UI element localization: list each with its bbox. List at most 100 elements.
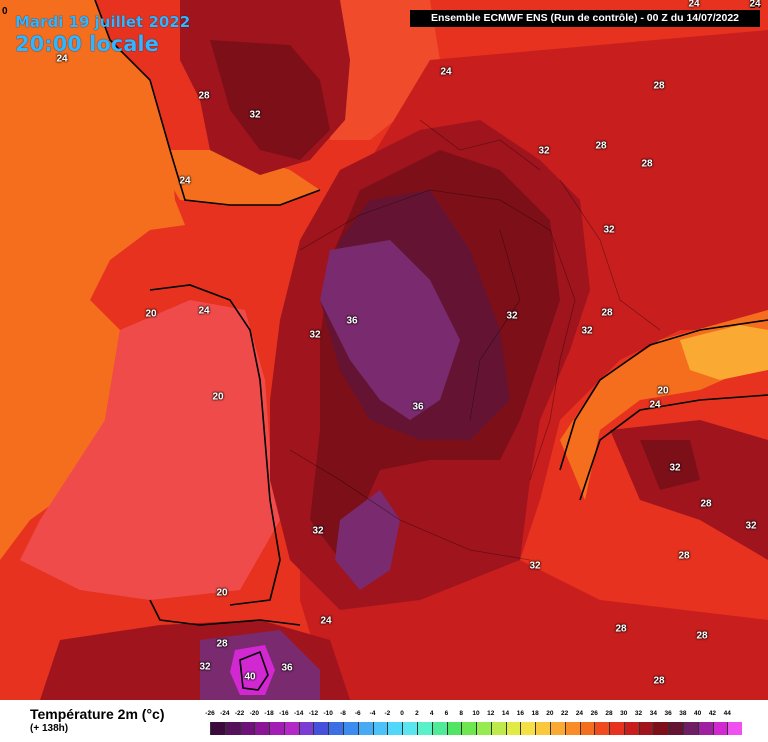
scale-tick-label: 42 — [708, 710, 717, 717]
isotherm-label: 32 — [529, 560, 541, 572]
isotherm-label: 24 — [649, 399, 661, 411]
scale-swatch — [505, 722, 521, 735]
scale-tick-label: -26 — [205, 710, 215, 717]
scale-tick-label: -18 — [264, 710, 274, 717]
scale-swatch — [653, 722, 669, 735]
scale-tick-label: -8 — [340, 710, 346, 717]
corner-label-left: 0 — [2, 6, 8, 17]
scale-tick-label: 28 — [605, 710, 613, 717]
scale-tick-label: -14 — [293, 710, 304, 717]
corner-label-right: 24 — [750, 0, 762, 11]
isotherm-label: 24 — [749, 0, 761, 10]
scale-tick-label: -4 — [369, 710, 376, 717]
coastlines — [94, 0, 768, 691]
scale-tick-label: -6 — [354, 710, 361, 717]
isotherm-label: 32 — [309, 329, 321, 341]
scale-tick-label: 8 — [459, 710, 464, 717]
scale-swatch — [476, 722, 491, 735]
isotherm-label: 32 — [745, 520, 757, 532]
isotherm-label: 20 — [657, 385, 669, 397]
scale-tick-label: 20 — [546, 710, 554, 717]
alps-yellow — [680, 325, 768, 380]
scale-swatch — [623, 722, 639, 735]
isotherm-label: 24 — [320, 615, 332, 627]
scale-swatch — [609, 722, 624, 735]
scale-tick-label: 0 — [400, 710, 404, 717]
scale-swatch — [387, 722, 403, 735]
scale-tick-label: 34 — [649, 710, 657, 717]
temperature-map: Mardi 19 juillet 2022 20:00 locale Ensem… — [0, 0, 768, 700]
scale-swatch — [239, 722, 255, 735]
scale-swatch — [535, 722, 550, 735]
scale-swatch — [313, 722, 329, 735]
scale-swatch — [283, 722, 299, 735]
scale-tick-label: 14 — [501, 710, 510, 717]
isotherm-label: 28 — [601, 307, 613, 319]
scale-swatch — [446, 722, 462, 735]
legend-footer — [0, 700, 768, 742]
isotherm-label: 28 — [216, 638, 228, 650]
scale-tick-label: 4 — [429, 710, 434, 717]
isotherm-label: 28 — [615, 623, 627, 635]
color-scale-bar — [210, 722, 743, 735]
scale-tick-label: 18 — [531, 710, 539, 717]
scale-swatch — [712, 722, 728, 735]
scale-swatch — [402, 722, 417, 735]
isotherm-label: 32 — [249, 109, 261, 121]
isotherm-label: 32 — [506, 310, 518, 322]
scale-swatch — [298, 722, 314, 735]
italy-34 — [640, 440, 700, 490]
scale-tick-label: 44 — [723, 710, 731, 717]
scale-swatch — [210, 722, 225, 735]
scale-tick-label: -2 — [384, 710, 391, 717]
scale-tick-label: 24 — [575, 710, 584, 717]
scale-tick-label: 10 — [472, 710, 480, 717]
scale-tick-label: -24 — [220, 710, 230, 717]
isotherm-label: 24 — [688, 0, 700, 10]
color-scale-ticks: -26 -24 -22 -20 -18 -16 -14 -12 -10 -8 -6 -4 -2 0 2 4 6 8… — [204, 710, 744, 720]
legend-subtitle: (+ 138h) — [30, 723, 69, 734]
isotherm-label: 24 — [198, 305, 210, 317]
scale-swatch — [697, 722, 713, 735]
isotherm-label: 32 — [603, 224, 615, 236]
isotherm-label: 24 — [179, 175, 191, 187]
isotherm-label: 28 — [678, 550, 690, 562]
forecast-time: 20:00 locale — [15, 32, 159, 56]
isotherm-label: 20 — [145, 308, 157, 320]
isotherm-label: 20 — [212, 391, 224, 403]
scale-swatch — [328, 722, 344, 735]
isotherm-label: 36 — [346, 315, 358, 327]
scale-swatch — [727, 722, 743, 735]
scale-swatch — [668, 722, 683, 735]
map-canvas — [0, 0, 768, 700]
english-channel — [150, 150, 320, 205]
isotherm-label: 24 — [56, 53, 68, 65]
scale-swatch — [357, 722, 373, 735]
scale-tick-label: 22 — [561, 710, 569, 717]
isotherm-label: 36 — [412, 401, 424, 413]
isotherm-label: 28 — [700, 498, 712, 510]
scale-swatch — [549, 722, 565, 735]
scale-swatch — [490, 722, 506, 735]
scale-swatch — [594, 722, 610, 735]
legend-title: Température 2m (°c) — [30, 706, 165, 722]
france-38 — [320, 240, 460, 420]
scale-swatch — [416, 722, 432, 735]
scale-tick-label: -12 — [308, 710, 319, 717]
scale-swatch — [224, 722, 240, 735]
scale-swatch — [638, 722, 654, 735]
scale-swatch — [564, 722, 580, 735]
scale-swatch — [269, 722, 284, 735]
isotherm-label: 36 — [281, 662, 293, 674]
scale-swatch — [520, 722, 536, 735]
forecast-date: Mardi 19 juillet 2022 — [15, 13, 191, 31]
isotherm-label: 32 — [312, 525, 324, 537]
isotherm-label: 32 — [581, 325, 593, 337]
uk-hot-core — [210, 40, 330, 160]
scale-swatch — [372, 722, 388, 735]
scale-tick-label: -22 — [234, 710, 245, 717]
isotherm-label: 20 — [216, 587, 228, 599]
scale-tick-label: 38 — [679, 710, 687, 717]
scale-tick-label: -16 — [279, 710, 289, 717]
bay-of-biscay — [20, 300, 280, 600]
